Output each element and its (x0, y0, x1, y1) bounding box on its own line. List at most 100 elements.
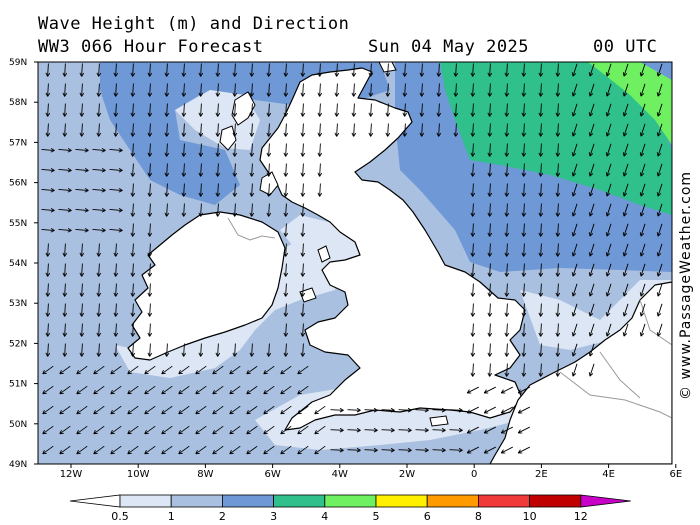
wave-arrow-head (557, 172, 561, 177)
wave-arrow-head (149, 332, 153, 337)
wave-arrow (76, 425, 88, 435)
wave-arrow-head (571, 72, 574, 77)
wave-arrow (302, 323, 304, 337)
wave-arrow-head (285, 152, 289, 157)
wave-arrow-head (458, 447, 463, 451)
wave-arrow (540, 123, 542, 137)
colorbar-low-cap (69, 494, 121, 508)
wave-arrow-head (195, 372, 200, 375)
colorbar-label: 0.5 (111, 510, 129, 523)
wave-arrow (501, 426, 513, 434)
wave-arrow (489, 223, 491, 237)
wave-arrow-head (42, 412, 47, 415)
lon-label: 4E (602, 469, 615, 480)
wave-arrow-head (300, 72, 303, 77)
wave-arrow-head (161, 372, 166, 375)
wave-arrow-head (118, 227, 123, 231)
wave-arrow-head (127, 370, 130, 375)
wave-arrow-head (622, 192, 625, 197)
wave-arrow (523, 223, 525, 237)
wave-arrow-head (161, 452, 166, 455)
wave-arrow (540, 363, 542, 377)
wave-arrow-head (504, 152, 507, 157)
wave-arrow-head (555, 92, 558, 97)
lon-label: 12W (60, 469, 83, 480)
wave-arrow (93, 365, 105, 375)
wave-arrow-head (132, 292, 136, 297)
wave-arrow-head (166, 152, 170, 157)
wave-arrow-head (436, 72, 439, 77)
wave-arrow-head (297, 410, 300, 415)
wave-arrow (92, 209, 106, 211)
wave-arrow (640, 103, 646, 117)
wave-arrow-head (438, 132, 442, 137)
wave-arrow-head (622, 232, 625, 237)
wave-arrow-head (280, 390, 283, 395)
wave-arrow-head (540, 372, 544, 377)
wave-arrow-head (110, 390, 113, 395)
wave-arrow-head (45, 292, 48, 297)
colorbar-segment (273, 494, 326, 508)
wave-arrow-head (161, 432, 166, 435)
wave-arrow-head (572, 293, 577, 297)
wave-arrow (506, 143, 508, 157)
wave-arrow (540, 163, 542, 177)
wave-arrow (518, 446, 530, 454)
wave-arrow-head (266, 152, 269, 157)
wave-arrow-head (639, 272, 642, 277)
lon-label: 0 (471, 469, 477, 480)
wave-arrow (455, 63, 457, 77)
wave-arrow (132, 203, 134, 217)
wave-arrow (280, 445, 292, 455)
wave-arrow-head (538, 172, 541, 177)
wave-arrow-head (45, 352, 48, 357)
wave-arrow-head (639, 312, 642, 317)
wave-arrow-head (266, 192, 269, 197)
wave-arrow (58, 169, 72, 171)
wave-arrow-head (639, 192, 642, 197)
wave-arrow-head (605, 72, 608, 77)
wave-arrow-head (130, 192, 133, 197)
wave-arrow-head (489, 332, 493, 337)
wave-arrow (246, 445, 258, 455)
wave-arrow-head (302, 212, 306, 217)
wave-arrow-head (656, 312, 659, 317)
wave-arrow-head (266, 212, 269, 217)
wave-arrow-head (81, 332, 85, 337)
wave-arrow-head (251, 92, 255, 97)
wave-arrow (623, 323, 629, 337)
wave-arrow (149, 103, 151, 117)
wave-arrow (347, 429, 361, 431)
wave-arrow (263, 405, 275, 415)
wave-arrow (109, 169, 123, 171)
wave-arrow (42, 405, 54, 415)
wave-arrow-head (455, 112, 459, 117)
wave-arrow (246, 365, 258, 375)
wave-arrow-head (489, 152, 493, 157)
wave-arrow-head (523, 352, 527, 357)
wave-arrow-head (130, 332, 133, 337)
wave-arrow-head (285, 312, 289, 317)
wave-arrow-head (115, 252, 119, 257)
wave-arrow-head (538, 352, 541, 357)
wave-arrow-head (588, 332, 591, 337)
wave-arrow-head (472, 332, 476, 337)
wave-arrow (81, 263, 83, 277)
wave-arrow-head (84, 207, 89, 211)
wave-arrow-head (297, 450, 300, 455)
wave-arrow (144, 445, 156, 455)
wave-arrow-head (504, 372, 507, 377)
wave-arrow (302, 183, 304, 197)
wave-arrow-head (588, 192, 591, 197)
wave-arrow-head (115, 312, 119, 317)
wave-arrow-head (353, 72, 357, 77)
wave-arrow-head (200, 72, 204, 77)
wave-arrow-head (538, 272, 541, 277)
wave-arrow-head (436, 92, 439, 97)
wave-arrow-head (319, 72, 323, 77)
wave-arrow (115, 283, 117, 297)
wave-arrow-head (283, 312, 286, 317)
wave-arrow-head (249, 172, 252, 177)
wave-arrow-head (589, 253, 594, 257)
wave-arrow-head (79, 292, 82, 297)
